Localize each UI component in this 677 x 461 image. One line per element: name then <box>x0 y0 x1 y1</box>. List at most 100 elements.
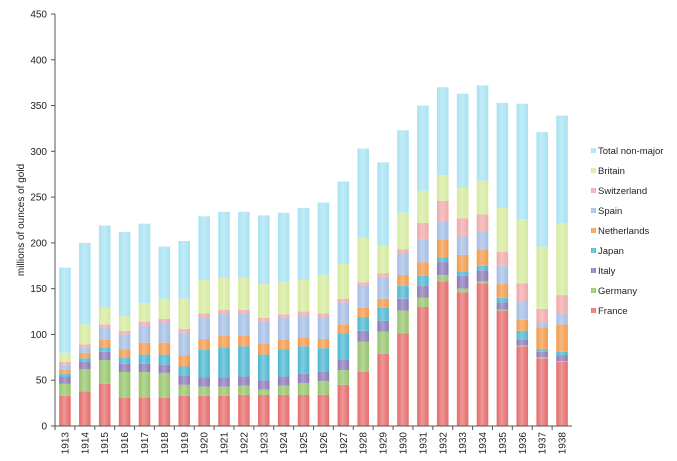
bar-segment-britain <box>476 180 489 215</box>
legend-swatch <box>591 148 596 153</box>
bar-segment-france <box>277 394 290 426</box>
legend: Total non-major Britain Switzerland Spain Ne… <box>591 146 663 317</box>
bar-segment-japan <box>258 354 270 381</box>
bar-segment-germany <box>397 310 409 334</box>
bar-segment-britain <box>138 303 151 322</box>
bar-segment-germany <box>178 384 191 396</box>
bar-segment-japan <box>198 350 210 378</box>
x-tick-label: 1917 <box>140 432 151 455</box>
x-tick-label: 1915 <box>100 432 111 455</box>
bar-segment-japan <box>516 330 529 340</box>
bar-segment-total-non-major <box>297 208 310 280</box>
bar-segment-total-non-major <box>456 93 469 188</box>
bar-segment-britain <box>158 298 171 319</box>
bar-segment-total-non-major <box>158 246 171 299</box>
bar-segment-netherlands <box>357 307 369 318</box>
bar-segment-france <box>258 394 270 426</box>
bar-segment-switzerland <box>79 344 91 348</box>
bar-segment-britain <box>417 190 429 223</box>
bars <box>59 85 568 426</box>
x-tick-label: 1924 <box>279 432 290 455</box>
bar-segment-total-non-major <box>138 223 151 304</box>
bar-segment-spain <box>138 325 151 343</box>
bar-segment-spain <box>98 328 111 340</box>
bar-segment-spain <box>496 265 509 285</box>
bar-segment-switzerland <box>317 313 330 318</box>
bar-segment-italy <box>377 320 389 332</box>
bar-segment-spain <box>377 276 389 299</box>
bar-segment-spain <box>79 347 91 353</box>
bar-segment-netherlands <box>317 339 330 349</box>
bar-segment-italy <box>178 375 191 385</box>
bar-segment-italy <box>496 302 509 310</box>
x-tick-label: 1935 <box>498 432 509 455</box>
bar-segment-germany <box>456 288 469 293</box>
legend-swatch <box>591 268 596 273</box>
bar-segment-britain <box>277 282 290 315</box>
bar-segment-netherlands <box>496 284 509 298</box>
bar-segment-total-non-major <box>536 132 548 247</box>
bar-segment-germany <box>417 297 429 307</box>
bar-segment-italy <box>198 377 210 387</box>
x-axis-ticks: 1913 1914 1915 1916 1917 1918 1919 1920 1921 1922… <box>54 426 569 455</box>
bar-segment-britain <box>536 246 548 309</box>
bar-segment-switzerland <box>377 273 389 277</box>
legend-label: Japan <box>598 246 624 257</box>
legend-label: Switzerland <box>598 186 647 197</box>
bar-segment-britain <box>218 277 230 310</box>
y-tick-label: 450 <box>30 10 47 21</box>
bar-segment-germany <box>556 361 568 362</box>
bar-segment-japan <box>138 354 151 364</box>
legend-label: Germany <box>598 286 637 297</box>
bar-segment-italy <box>317 371 330 382</box>
bar-segment-italy <box>258 380 270 390</box>
bar-segment-germany <box>198 386 210 396</box>
bar-segment-netherlands <box>59 369 71 374</box>
bar-segment-total-non-major <box>238 211 250 278</box>
bar-segment-italy <box>158 364 171 373</box>
bar-segment-italy <box>436 262 449 275</box>
bar-segment-france <box>456 292 469 426</box>
bar-segment-total-non-major <box>98 225 111 308</box>
bar-segment-netherlands <box>118 349 131 358</box>
bar-segment-britain <box>98 307 111 325</box>
bar-segment-netherlands <box>377 298 389 308</box>
bar-segment-france <box>496 310 509 426</box>
bar-segment-spain <box>556 313 568 325</box>
x-tick-label: 1918 <box>160 432 171 455</box>
bar-segment-italy <box>59 376 71 384</box>
x-tick-label: 1926 <box>319 432 330 455</box>
bar-segment-britain <box>297 279 310 312</box>
bar-segment-switzerland <box>178 328 191 333</box>
bar-segment-japan <box>297 346 310 374</box>
bar-segment-spain <box>337 302 350 325</box>
y-tick-label: 250 <box>30 193 47 204</box>
bar-segment-japan <box>277 349 290 377</box>
bar-segment-netherlands <box>297 337 310 347</box>
y-axis-title: millions of ounces of gold <box>16 164 27 276</box>
bar-segment-switzerland <box>456 218 469 237</box>
bar-segment-netherlands <box>417 262 429 276</box>
bar-segment-total-non-major <box>118 231 131 317</box>
bar-segment-italy <box>98 351 111 361</box>
x-tick-label: 1922 <box>239 432 250 455</box>
bar-segment-japan <box>59 373 71 377</box>
bar-segment-netherlands <box>158 342 171 355</box>
bar-segment-france <box>198 395 210 426</box>
bar-segment-britain <box>556 223 568 296</box>
bar-segment-britain <box>198 279 210 314</box>
bar-segment-netherlands <box>337 324 350 334</box>
bar-segment-switzerland <box>516 283 529 302</box>
bar-segment-netherlands <box>238 335 250 347</box>
bar-segment-switzerland <box>357 282 369 286</box>
bar-segment-switzerland <box>138 321 151 326</box>
bar-segment-france <box>516 346 529 426</box>
bar-segment-japan <box>158 354 171 365</box>
bar-segment-spain <box>118 334 131 350</box>
x-tick-label: 1913 <box>60 432 71 455</box>
bar-segment-britain <box>436 175 449 201</box>
bar-segment-japan <box>178 366 191 376</box>
bar-segment-britain <box>357 237 369 283</box>
bar-segment-switzerland <box>118 330 131 335</box>
bar-segment-germany <box>218 386 230 396</box>
